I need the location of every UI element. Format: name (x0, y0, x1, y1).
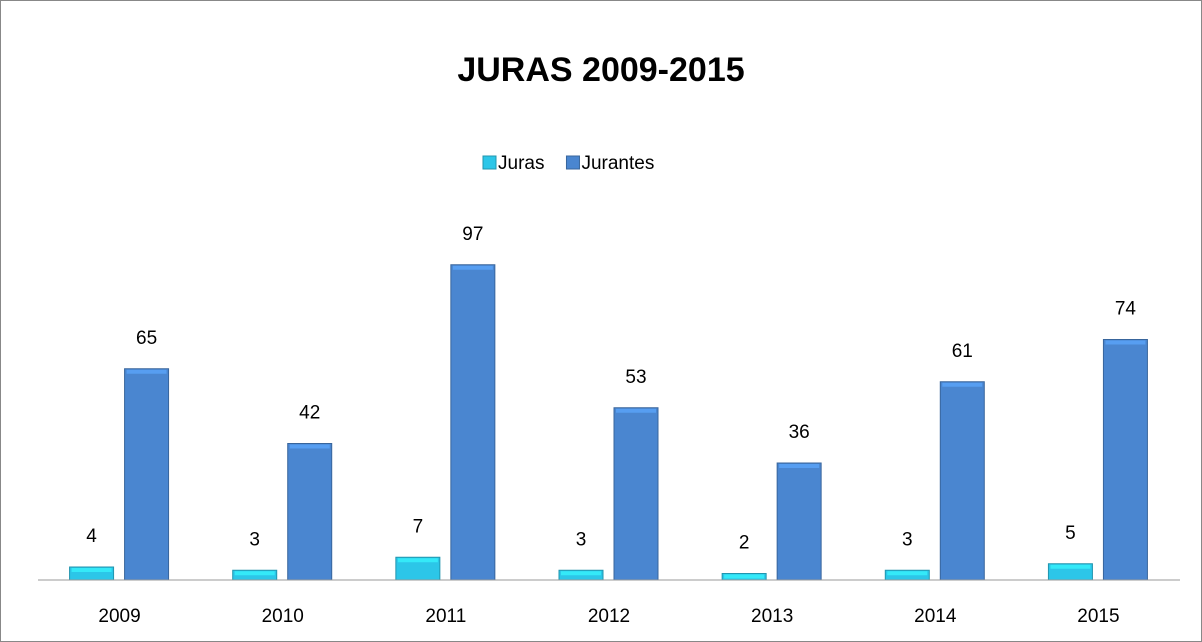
data-label: 65 (136, 328, 157, 349)
data-label: 61 (952, 341, 973, 362)
data-label: 3 (576, 529, 587, 550)
legend-label: Juras (498, 153, 544, 174)
bar-highlight (397, 558, 438, 563)
bar (776, 462, 822, 581)
x-tick-label: 2013 (751, 606, 793, 627)
x-tick-label: 2012 (588, 606, 630, 627)
data-label: 4 (86, 526, 97, 547)
legend-swatch (565, 155, 580, 170)
bar-highlight (616, 408, 656, 413)
data-label: 42 (299, 403, 320, 424)
bar-highlight (887, 571, 928, 576)
data-label: 53 (625, 367, 646, 388)
bar-highlight (452, 265, 493, 270)
bar (1102, 339, 1148, 581)
bar-highlight (71, 568, 112, 572)
data-label: 74 (1115, 299, 1137, 320)
bar-highlight (942, 382, 983, 387)
bar-highlight (234, 571, 275, 576)
data-label: 3 (902, 529, 913, 550)
x-tick-label: 2015 (1077, 606, 1119, 627)
data-label: 36 (789, 422, 810, 443)
bar (124, 368, 170, 581)
bar-highlight (289, 444, 330, 449)
x-tick-label: 2010 (262, 606, 304, 627)
legend-label: Jurantes (581, 153, 654, 174)
bar-highlight (724, 574, 765, 579)
data-label: 3 (249, 529, 260, 550)
data-label: 7 (413, 516, 424, 537)
bar-highlight (1105, 340, 1146, 345)
bar (450, 264, 496, 581)
bar-highlight (561, 571, 601, 576)
x-tick-label: 2009 (98, 606, 140, 627)
x-tick-label: 2014 (914, 606, 957, 627)
legend-swatch (482, 155, 497, 170)
chart-title: JURAS 2009-2015 (457, 51, 744, 89)
bar (287, 443, 333, 581)
bar-highlight (1050, 564, 1091, 569)
data-label: 97 (462, 224, 483, 245)
bar-highlight (779, 464, 820, 468)
bar (613, 407, 659, 581)
bar-highlight (126, 369, 167, 374)
data-label: 5 (1065, 523, 1076, 544)
bar (939, 381, 985, 581)
data-label: 2 (739, 533, 750, 554)
x-tick-label: 2011 (425, 606, 466, 627)
